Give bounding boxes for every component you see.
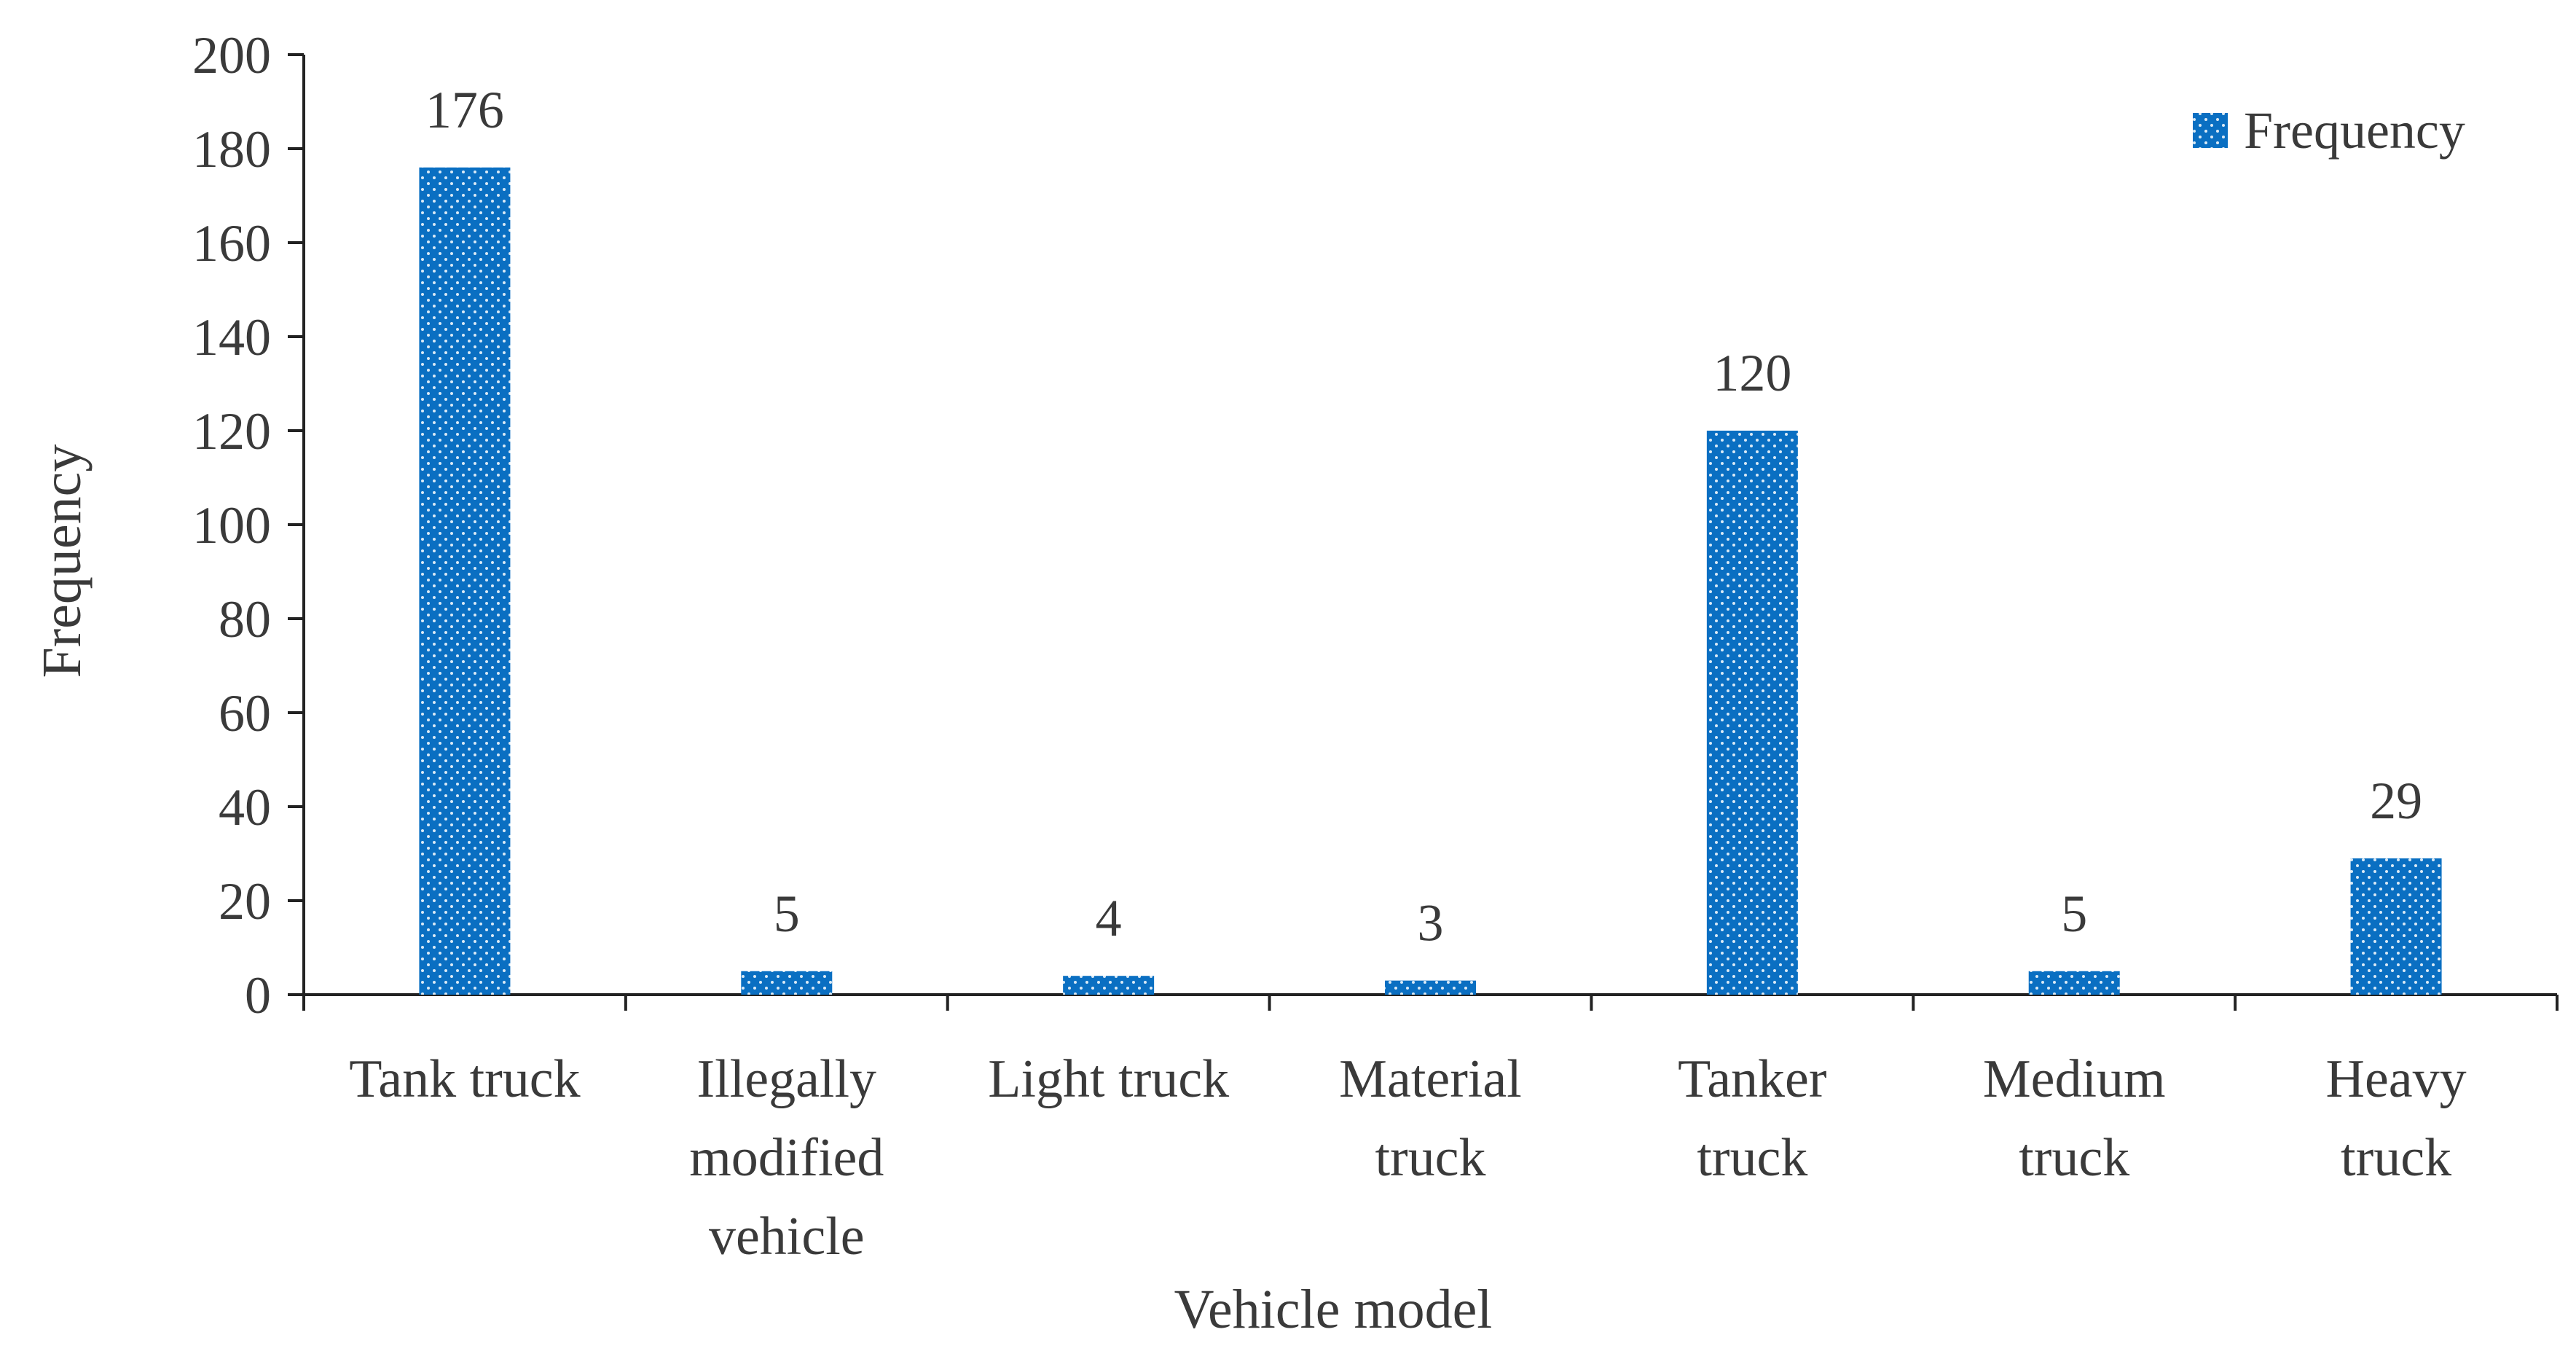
category-label: Light truck (988, 1049, 1229, 1109)
category-label: vehicle (709, 1207, 865, 1266)
bar (419, 167, 511, 995)
x-axis-title: Vehicle model (1174, 1279, 1493, 1340)
y-tick-label: 140 (192, 308, 271, 367)
data-label: 29 (2370, 772, 2422, 830)
category-label: modified (689, 1128, 884, 1188)
data-label: 4 (1096, 889, 1122, 947)
legend-label: Frequency (2244, 101, 2465, 160)
bar (2028, 971, 2120, 995)
legend-swatch (2193, 113, 2228, 148)
bars (419, 167, 2442, 995)
category-labels: Tank truck Illegally modified vehicle Light … (349, 1049, 2466, 1266)
y-tick-label: 60 (219, 684, 271, 743)
y-axis: 0 20 40 60 80 100 120 140 160 180 200 (192, 26, 305, 1025)
y-tick-label: 160 (192, 214, 271, 273)
bar (1706, 431, 1798, 995)
category-label: truck (2341, 1128, 2451, 1188)
y-axis-title: Frequency (31, 445, 93, 678)
y-tick-label: 100 (192, 496, 271, 555)
y-tick-label: 180 (192, 120, 271, 179)
y-tick-label: 80 (219, 590, 271, 649)
data-label: 120 (1713, 344, 1791, 402)
legend: Frequency (2193, 101, 2465, 160)
data-label: 176 (425, 81, 504, 139)
bar (1063, 976, 1155, 995)
data-label: 5 (774, 885, 800, 943)
x-axis (302, 993, 2559, 1011)
data-labels: 176 5 4 3 120 5 29 (425, 81, 2422, 952)
category-label: Tanker (1678, 1049, 1826, 1109)
category-label: Material (1339, 1049, 1522, 1109)
bar (741, 971, 833, 995)
y-tick-label: 0 (245, 966, 271, 1025)
category-label: Illegally (696, 1049, 876, 1109)
data-label: 5 (2061, 885, 2087, 943)
category-label: truck (1697, 1128, 1807, 1188)
y-tick-label: 120 (192, 402, 271, 461)
bar (1385, 980, 1476, 995)
category-label: Medium (1983, 1049, 2166, 1109)
category-label: truck (1375, 1128, 1485, 1188)
category-label: Heavy (2326, 1049, 2467, 1109)
y-tick-label: 40 (219, 778, 271, 837)
y-tick-label: 200 (192, 26, 271, 85)
y-tick-label: 20 (219, 872, 271, 931)
data-label: 3 (1418, 894, 1444, 952)
bar (2350, 858, 2442, 995)
category-label: truck (2019, 1128, 2129, 1188)
category-label: Tank truck (349, 1049, 580, 1109)
